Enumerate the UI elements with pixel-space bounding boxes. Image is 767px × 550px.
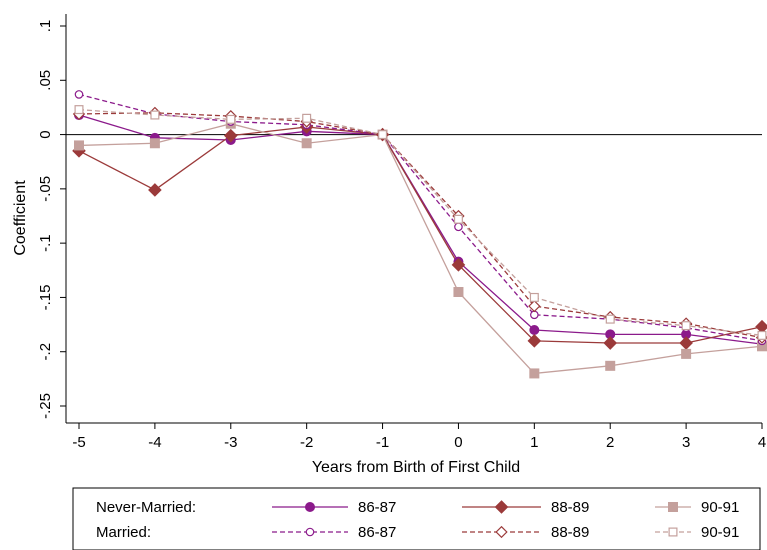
data-point-married-86-87 <box>74 90 84 99</box>
data-point-never-married-90-91 <box>453 287 464 297</box>
data-point-never-married-86-87 <box>529 325 540 335</box>
data-point-married-88-89 <box>528 299 541 313</box>
data-point-never-married-90-91 <box>529 368 540 379</box>
legend-label-never-married-90-91: 90-91 <box>701 499 739 516</box>
series-line-never-married-90-91 <box>78 123 763 375</box>
data-point-married-90-91 <box>378 130 388 140</box>
legend: Never-Married: Married: 86-87 88-89 90-918… <box>72 487 761 550</box>
y-tick-label: -.1 <box>37 234 54 252</box>
data-point-married-90-91 <box>529 292 539 302</box>
data-point-never-married-90-91 <box>149 138 160 149</box>
data-point-never-married-88-89 <box>451 258 466 272</box>
x-axis-ticks: -5 -4 -3 -2 -1 0 1 2 3 4 <box>72 423 766 451</box>
x-tick-label: 0 <box>454 434 462 451</box>
y-tick-label: .05 <box>37 70 54 91</box>
y-tick-label: -.05 <box>37 176 54 202</box>
data-point-married-90-91 <box>681 321 691 331</box>
data-point-married-90-91 <box>302 113 312 123</box>
data-point-married-90-91 <box>453 214 463 224</box>
series-line-married-90-91 <box>78 108 763 337</box>
legend-marker-married-90-91 <box>668 527 678 537</box>
x-tick-label: -3 <box>224 434 237 451</box>
x-tick-label: 1 <box>530 434 538 451</box>
legend-entries: 86-87 88-89 90-91 86-87 88-89 90-91 <box>272 499 739 541</box>
x-tick-label: -1 <box>376 434 389 451</box>
legend-label-married-86-87: 86-87 <box>358 524 396 541</box>
legend-marker-never-married-90-91 <box>668 502 678 512</box>
plot-area: .1 .05 0 -.05 -.1 -.15 -.2 -.25 -5 -4 -3 -2 -1 0 1 2 3 4 <box>37 14 767 451</box>
data-point-married-90-91 <box>757 330 767 340</box>
legend-label-never-married-86-87: 86-87 <box>358 499 396 516</box>
y-tick-label: 0 <box>37 130 54 138</box>
x-tick-label: 4 <box>758 434 766 451</box>
legend-marker-married-86-87 <box>305 527 315 537</box>
y-tick-label: -.15 <box>37 284 54 310</box>
data-point-never-married-90-91 <box>74 140 84 151</box>
y-tick-label: .1 <box>37 20 54 33</box>
data-point-married-86-87 <box>454 222 463 232</box>
data-point-married-90-91 <box>150 110 160 120</box>
legend-label-married-90-91: 90-91 <box>701 524 739 541</box>
x-tick-label: 3 <box>682 434 690 451</box>
data-point-never-married-88-89 <box>603 336 618 350</box>
data-point-never-married-88-89 <box>679 336 693 350</box>
y-tick-label: -.2 <box>37 343 54 361</box>
legend-row-label-married: Married: <box>96 524 151 541</box>
data-point-never-married-88-89 <box>223 128 238 143</box>
legend-marker-married-88-89 <box>495 525 508 539</box>
x-tick-label: -2 <box>300 434 313 451</box>
series-line-married-88-89 <box>78 112 763 339</box>
series-markers <box>72 90 767 379</box>
data-point-never-married-90-91 <box>681 348 692 359</box>
legend-marker-never-married-86-87 <box>305 502 315 512</box>
x-axis-label: Years from Birth of First Child <box>312 459 520 476</box>
data-point-married-90-91 <box>226 114 236 124</box>
legend-marker-never-married-88-89 <box>494 500 509 514</box>
data-point-never-married-88-89 <box>148 183 162 197</box>
data-point-never-married-90-91 <box>605 360 616 371</box>
series-line-never-married-88-89 <box>78 126 763 344</box>
legend-row-label-never-married: Never-Married: <box>96 499 196 516</box>
y-tick-label: -.25 <box>37 393 54 419</box>
x-tick-label: 2 <box>606 434 614 451</box>
y-axis-ticks: .1 .05 0 -.05 -.1 -.15 -.2 -.25 <box>37 20 66 419</box>
legend-box <box>72 487 761 550</box>
legend-label-married-88-89: 88-89 <box>551 524 589 541</box>
x-tick-label: -4 <box>148 434 161 451</box>
series-line-never-married-86-87 <box>78 114 763 345</box>
y-axis-label: Coefficient <box>12 180 29 256</box>
data-point-never-married-90-91 <box>301 138 312 149</box>
data-point-married-90-91 <box>605 314 615 324</box>
legend-label-never-married-88-89: 88-89 <box>551 499 589 516</box>
series-line-married-86-87 <box>78 93 763 342</box>
series-lines <box>78 93 763 375</box>
data-point-married-90-91 <box>74 105 84 115</box>
x-tick-label: -5 <box>72 434 85 451</box>
data-point-never-married-88-89 <box>527 334 542 348</box>
